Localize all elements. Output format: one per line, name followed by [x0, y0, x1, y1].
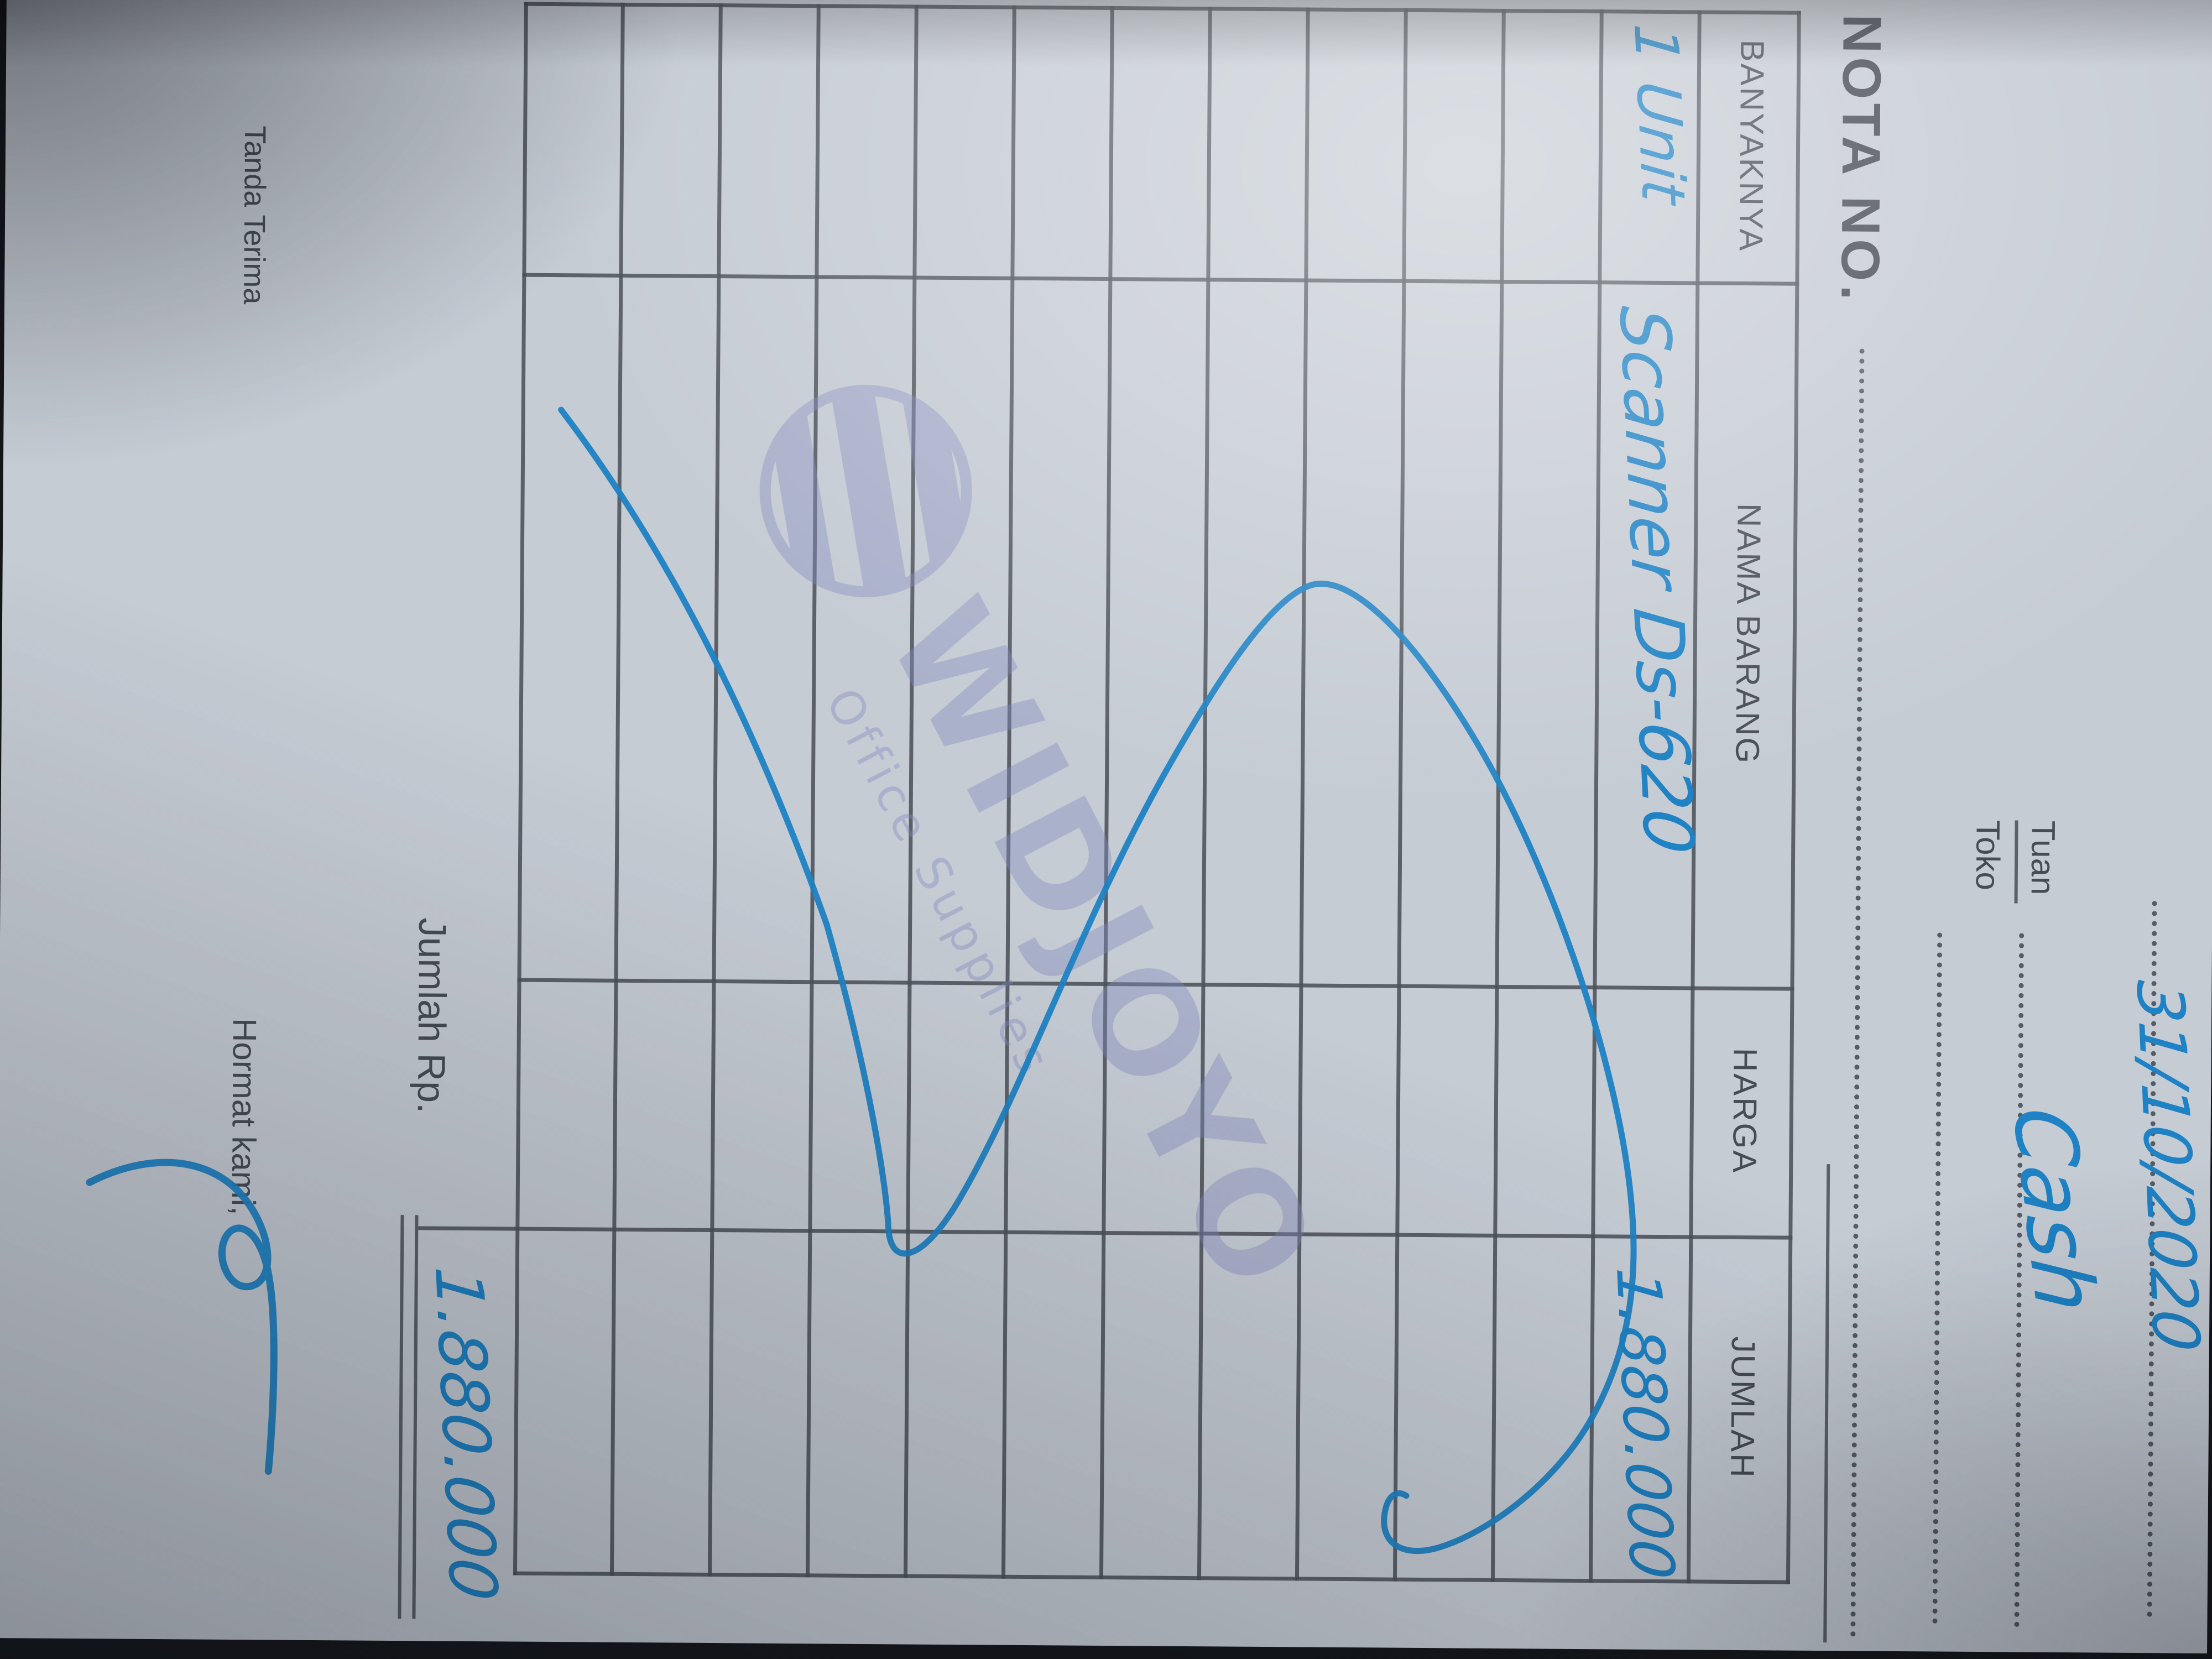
- col-line-nama-barang: [517, 978, 1794, 991]
- table-row-line: [1490, 8, 1506, 1582]
- table-row-line: [1001, 5, 1016, 1579]
- table-line-top: [1786, 11, 1801, 1584]
- hormat-kami-label: Hormat kami,: [225, 1018, 263, 1216]
- table-row-line: [1588, 9, 1604, 1583]
- stamp-globe-icon: [748, 367, 983, 614]
- table-line-bottom: [513, 2, 528, 1575]
- total-label: Jumlah Rp.: [409, 917, 455, 1114]
- table-row-line: [1295, 7, 1310, 1581]
- table-row-line: [903, 4, 919, 1578]
- tanda-terima-label: Tanda Terima: [237, 126, 272, 305]
- table-border-right: [513, 1571, 1790, 1584]
- header-jumlah: JUMLAH: [1724, 1336, 1762, 1479]
- table-row-line: [707, 3, 723, 1577]
- date-handwritten: 31/10/2020: [2121, 978, 2212, 1355]
- row1-nama-barang: Scanner Ds-620: [1603, 303, 1709, 857]
- table-row-line: [609, 2, 625, 1576]
- row1-jumlah: 1.880.000: [1602, 1266, 1688, 1582]
- table-row-line: [805, 4, 821, 1578]
- receipt-title: NOTA NO.: [1830, 14, 1893, 305]
- nota-number-solid-line: [1823, 1164, 1830, 1643]
- toko-dotted-line: [1932, 932, 1943, 1624]
- tuan-label: Tuan: [2024, 820, 2062, 895]
- table-row-line: [1099, 6, 1114, 1579]
- total-value-handwritten: 1.880.000: [420, 1264, 512, 1604]
- table-row-line: [1197, 7, 1212, 1580]
- header-banyaknya: BANYAKNYA: [1732, 39, 1771, 253]
- total-cell-left-line: [418, 1226, 518, 1231]
- table-row-line: [1392, 8, 1408, 1582]
- widjoyo-stamp: WIDJOYO Office Supplies: [748, 367, 1350, 1320]
- nota-number-dotted-line: [1850, 348, 1865, 1637]
- stamp-subtitle-text: Office Supplies: [815, 680, 1063, 1086]
- total-double-rule-1: [412, 1215, 419, 1619]
- tuan-underline: [2014, 820, 2018, 904]
- col-line-banyaknya: [522, 273, 1799, 286]
- header-nama-barang: NAMA BARANG: [1729, 503, 1768, 765]
- col-line-harga: [515, 1227, 1793, 1240]
- total-double-rule-2: [398, 1215, 404, 1619]
- payment-handwritten: Cash: [1993, 1105, 2115, 1314]
- row1-banyaknya: 1 Unit: [1620, 22, 1698, 207]
- header-harga: HARGA: [1726, 1047, 1764, 1175]
- toko-label: Toko: [1969, 820, 2007, 891]
- table-border-left: [524, 2, 1801, 15]
